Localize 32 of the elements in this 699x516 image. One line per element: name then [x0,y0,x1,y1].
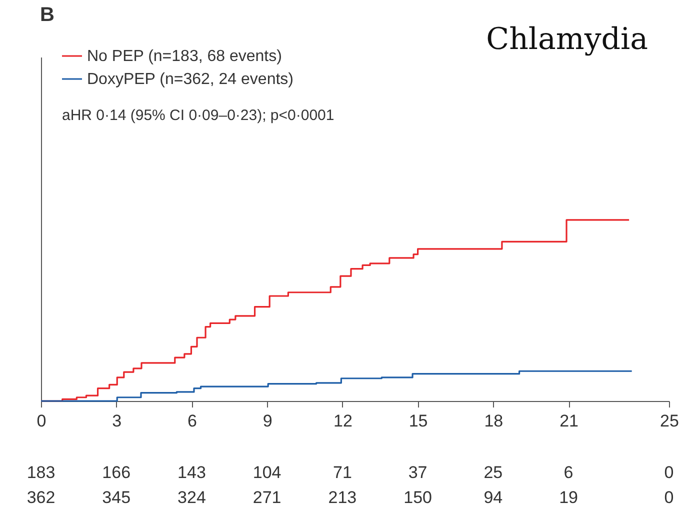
legend-label: No PEP (n=183, 68 events) [87,48,282,65]
text: 362 [26,488,56,507]
x-tick-label: 15 [408,412,428,430]
text: 71 [332,463,352,482]
x-tick-label: 18 [484,412,504,430]
text: 6 [564,463,574,482]
text: B [40,4,54,26]
x-tick-label: 25 [660,412,679,430]
text: 166 [102,463,131,482]
text: 94 [484,488,503,507]
text: 37 [408,463,428,482]
text: 0 [664,463,674,482]
text: 19 [559,488,578,507]
x-tick-label: 21 [560,412,578,430]
x-tick-label: 9 [262,412,272,430]
text: 213 [328,488,357,507]
text: 345 [102,488,131,507]
text: 324 [178,488,206,507]
text: 183 [26,463,56,482]
x-tick-label: 12 [333,412,352,430]
text: 25 [484,463,503,482]
chart-title: Chlamydia [486,22,648,57]
text: 271 [252,488,282,507]
text: aHR 0·14 (95% CI 0·09–0·23); p<0·0001 [62,107,334,124]
legend-label: DoxyPEP (n=362, 24 events) [87,71,294,88]
x-tick-label: 6 [187,412,197,430]
text: 150 [404,488,432,507]
text: 104 [252,463,282,482]
x-tick-label: 0 [36,412,46,430]
x-tick-label: 3 [112,412,122,430]
text: 0 [664,488,674,507]
text: 143 [178,463,206,482]
